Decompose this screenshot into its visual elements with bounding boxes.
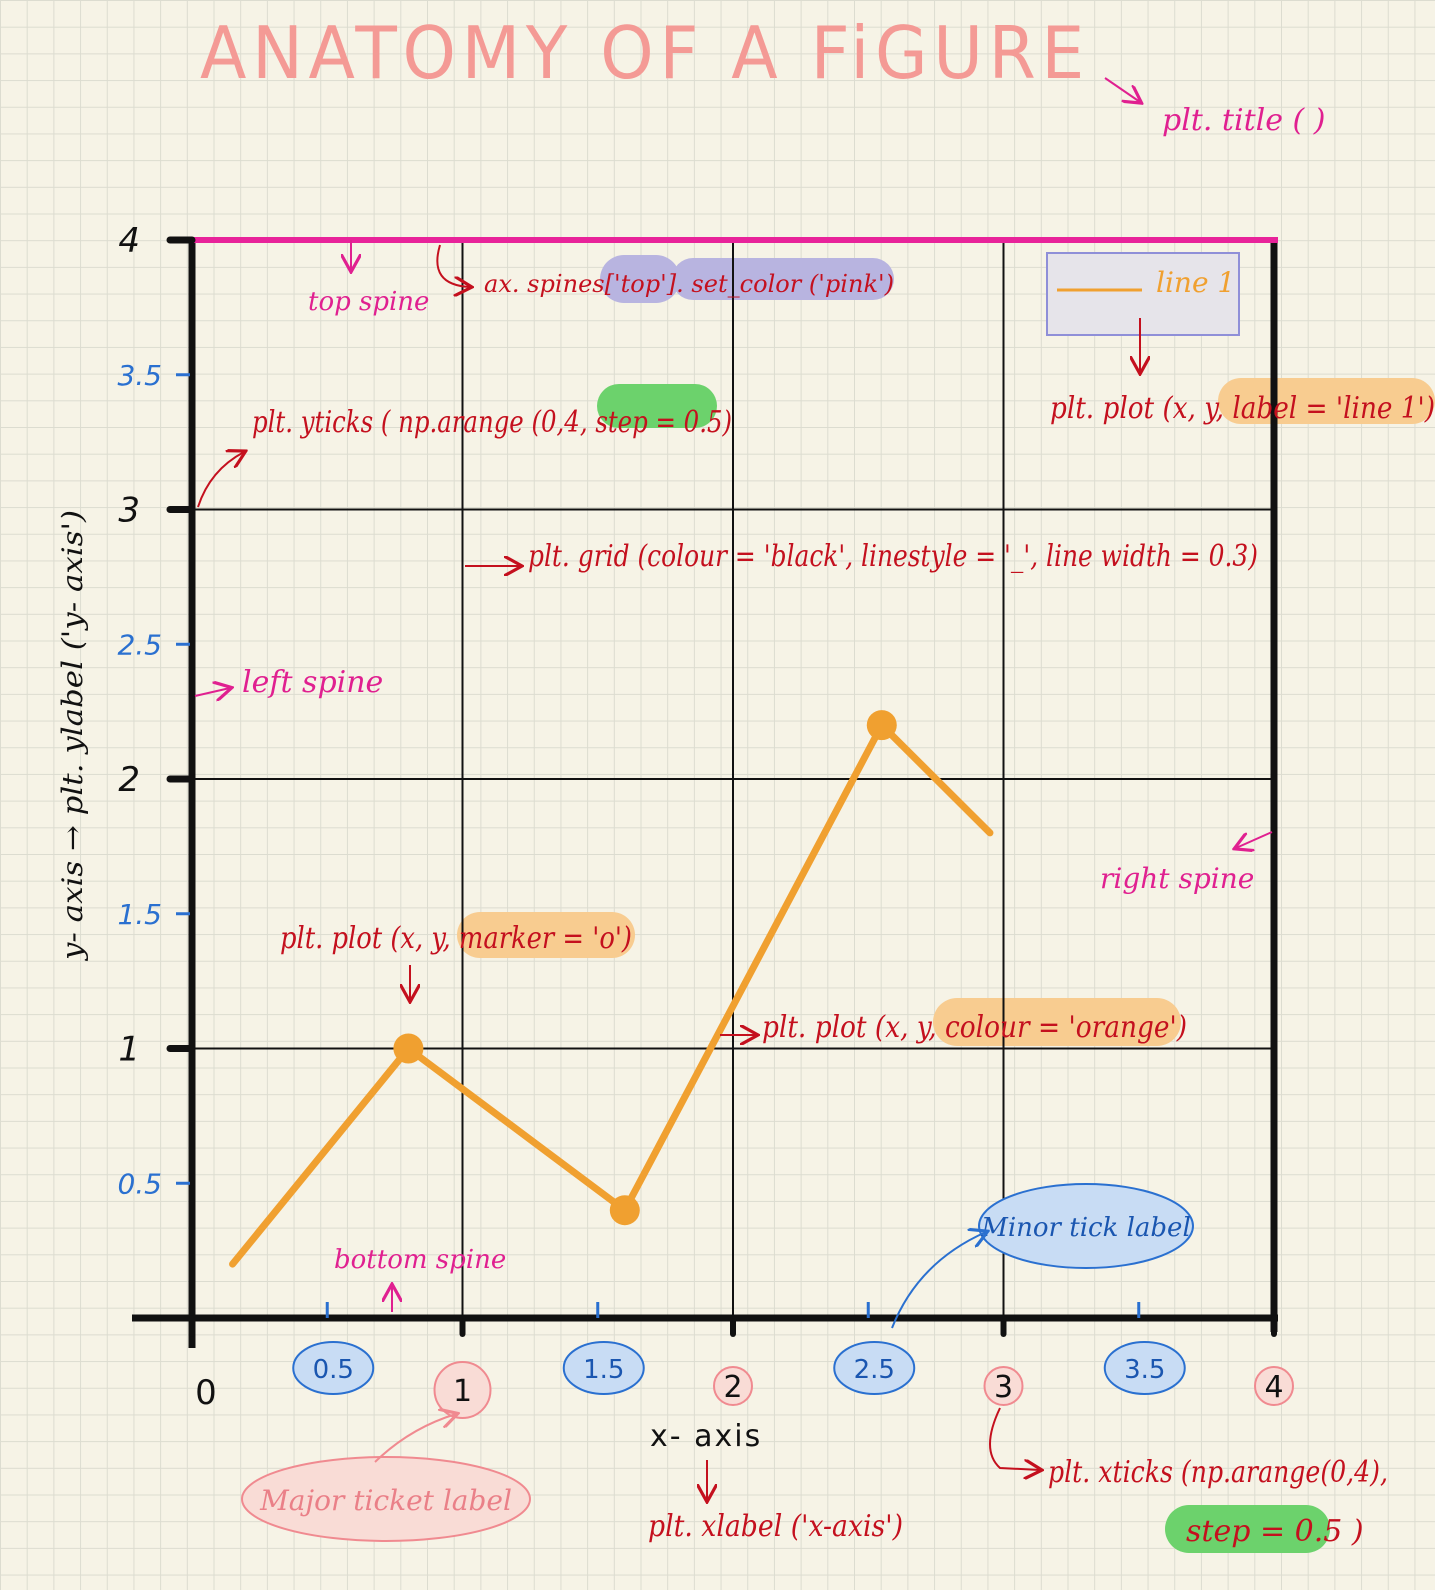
- right-spine-arrow: [1236, 831, 1273, 848]
- bottom-spine-label: bottom spine: [334, 1245, 506, 1275]
- left-spine-label: left spine: [242, 665, 383, 700]
- yticks-highlight: [597, 384, 717, 428]
- x-major-tick-circle-3: [983, 1366, 1024, 1406]
- title-arrow: [1104, 77, 1140, 102]
- xlabel-code: plt. xlabel ('x-axis'): [648, 1509, 903, 1544]
- x-minor-tick-ellipse-1: [562, 1341, 645, 1395]
- yticks-arrow: [197, 452, 244, 508]
- y-minor-tick-label-0: 0.5: [117, 1167, 162, 1200]
- yticks-code: plt. yticks ( np.arange (0,4, step = 0.5…: [252, 405, 732, 440]
- series-line-0: [229, 721, 994, 1268]
- right-spine-label: right spine: [1100, 862, 1254, 895]
- x-minor-tick-label-0: 0.5: [313, 1355, 354, 1385]
- y-major-tick-label-3: 4: [118, 221, 140, 261]
- spines-code-arrow: [436, 244, 470, 287]
- marker-code: plt. plot (x, y, marker = 'o'): [280, 921, 632, 956]
- x-major-tick-label-2: 2: [723, 1370, 742, 1405]
- tick-layer: 0 1 2 3 4 0.5 1.5 2.5 3.5 1 2 3 4 0.5 1.5 2.5 3.5: [117, 221, 1294, 1419]
- x-minor-tick-label-1: 1.5: [583, 1355, 624, 1385]
- x-minor-tick-ellipse-3: [1103, 1341, 1186, 1395]
- data-marker-0: [393, 1033, 424, 1064]
- major-tick-label-callout: [241, 1456, 531, 1542]
- x-major-tick-label-1: 1: [453, 1374, 472, 1409]
- label-code: plt. plot (x, y, label = 'line 1'): [1050, 391, 1435, 426]
- y-major-tick-label-0: 1: [118, 1030, 140, 1070]
- x-major-tick-circle-2: [713, 1366, 753, 1406]
- y-major-tick-label-2: 3: [118, 491, 140, 531]
- y-minor-tick-label-1: 1.5: [117, 898, 162, 931]
- y-axis-label: y- axis → plt. ylabel ('y- axis'): [56, 510, 89, 962]
- spines-highlight-a: [600, 255, 680, 303]
- minor-tick-label-text: Minor tick label: [980, 1213, 1191, 1243]
- spines-code: ax. spines['top']. set_color ('pink'): [484, 270, 894, 298]
- y-minor-tick-label-3: 3.5: [117, 359, 162, 392]
- title-function-label: plt. title ( ): [1162, 103, 1325, 138]
- x-minor-tick-label-3: 3.5: [1124, 1355, 1165, 1385]
- y-major-tick-label-1: 2: [118, 760, 140, 800]
- top-spine-label: top spine: [308, 287, 429, 317]
- legend-box: [1046, 252, 1240, 336]
- figure-title: ANATOMY OF A FiGURE: [200, 11, 1090, 95]
- x-major-tick-label-3: 3: [994, 1370, 1013, 1405]
- xticks-step: step = 0.5 ): [1186, 1514, 1364, 1549]
- data-marker-2: [866, 710, 897, 741]
- y-minor-tick-label-2: 2.5: [117, 628, 162, 661]
- x-major-tick-circle-4: [1254, 1366, 1294, 1406]
- x-major-tick-circle-1: [433, 1361, 492, 1419]
- left-spine-arrow: [194, 688, 230, 696]
- xticks-code: plt. xticks (np.arange(0,4),: [1048, 1455, 1388, 1490]
- series-layer: [229, 710, 994, 1268]
- marker-highlight: [457, 912, 635, 958]
- legend-label: line 1: [1156, 266, 1235, 299]
- x-major-tick-label-0: 0: [195, 1373, 217, 1413]
- colour-highlight: [933, 998, 1181, 1046]
- x-minor-tick-ellipse-2: [833, 1341, 916, 1395]
- grid-code: plt. grid (colour = 'black', linestyle =…: [528, 539, 1258, 574]
- minor-tick-arrow: [891, 1232, 986, 1329]
- xticks-arrow: [989, 1407, 1040, 1470]
- spines-highlight-b: [672, 258, 894, 300]
- major-tick-arrow: [374, 1414, 456, 1463]
- xticks-step-highlight: [1165, 1505, 1330, 1553]
- x-axis-label: x- axis: [650, 1419, 762, 1454]
- colour-code: plt. plot (x, y, colour = 'orange'): [762, 1010, 1187, 1045]
- minor-tick-label-callout: [978, 1183, 1194, 1269]
- x-minor-tick-label-2: 2.5: [854, 1355, 895, 1385]
- data-marker-1: [609, 1195, 640, 1226]
- major-tick-label-text: Major ticket label: [259, 1484, 512, 1517]
- x-minor-tick-ellipse-0: [292, 1341, 375, 1395]
- grid-lines: [192, 240, 1274, 1318]
- x-major-tick-label-4: 4: [1264, 1370, 1283, 1405]
- legend: line 1: [1046, 252, 1240, 336]
